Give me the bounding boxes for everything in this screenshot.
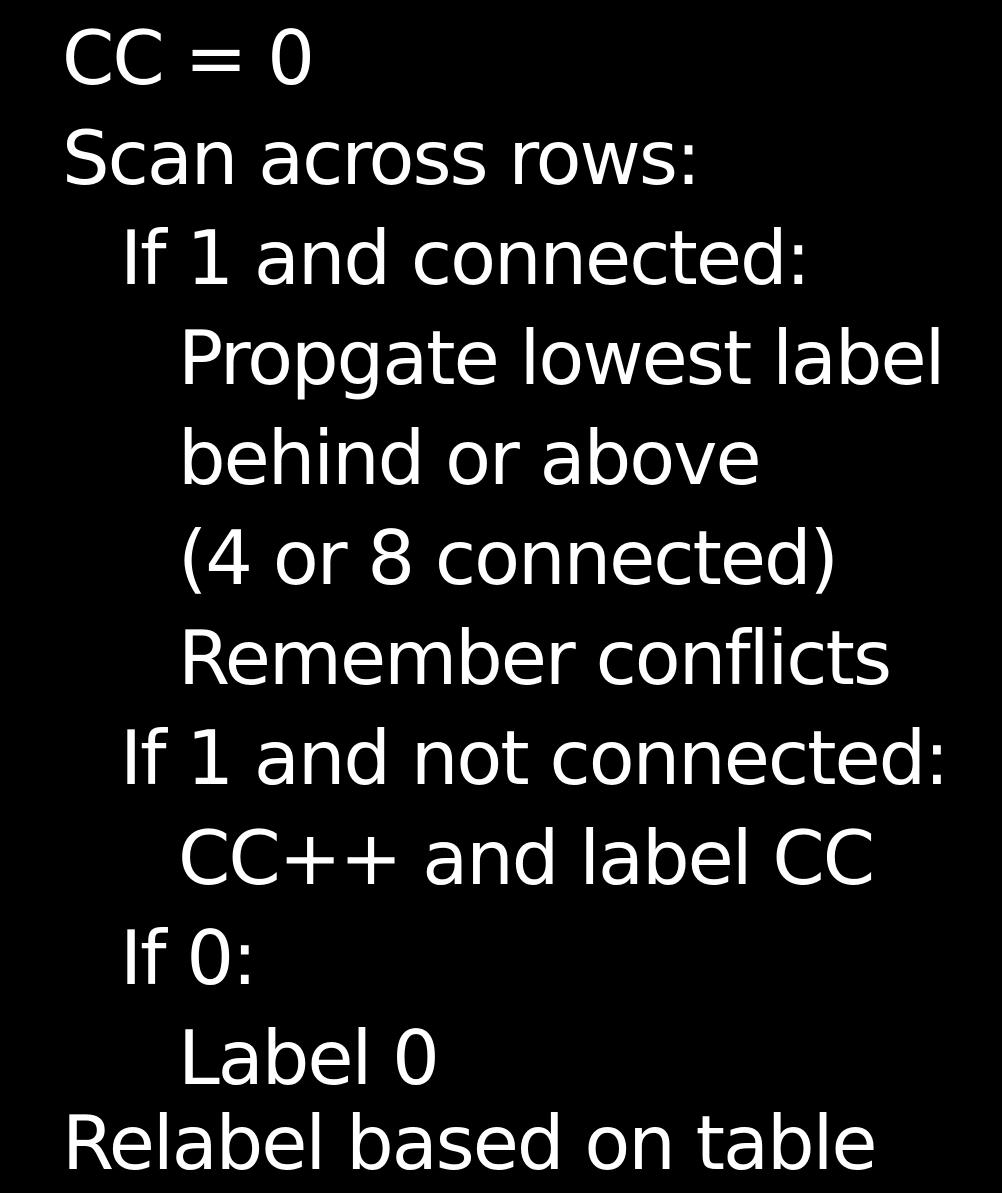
line-propagate: Propgate lowest label: [178, 314, 945, 402]
line-if-not-connected: If 1 and not connected:: [120, 714, 950, 802]
line-remember-conflicts: Remember conflicts: [178, 614, 892, 702]
line-scan-rows: Scan across rows:: [62, 114, 701, 202]
line-cc-init: CC = 0: [62, 14, 315, 102]
line-behind-above: behind or above: [178, 414, 762, 502]
line-increment-label: CC++ and label CC: [178, 814, 875, 902]
line-if-connected: If 1 and connected:: [120, 214, 811, 302]
line-relabel: Relabel based on table: [62, 1099, 878, 1187]
line-label-zero: Label 0: [178, 1014, 440, 1102]
line-connectivity: (4 or 8 connected): [178, 514, 839, 602]
line-if-zero: If 0:: [120, 914, 257, 1002]
